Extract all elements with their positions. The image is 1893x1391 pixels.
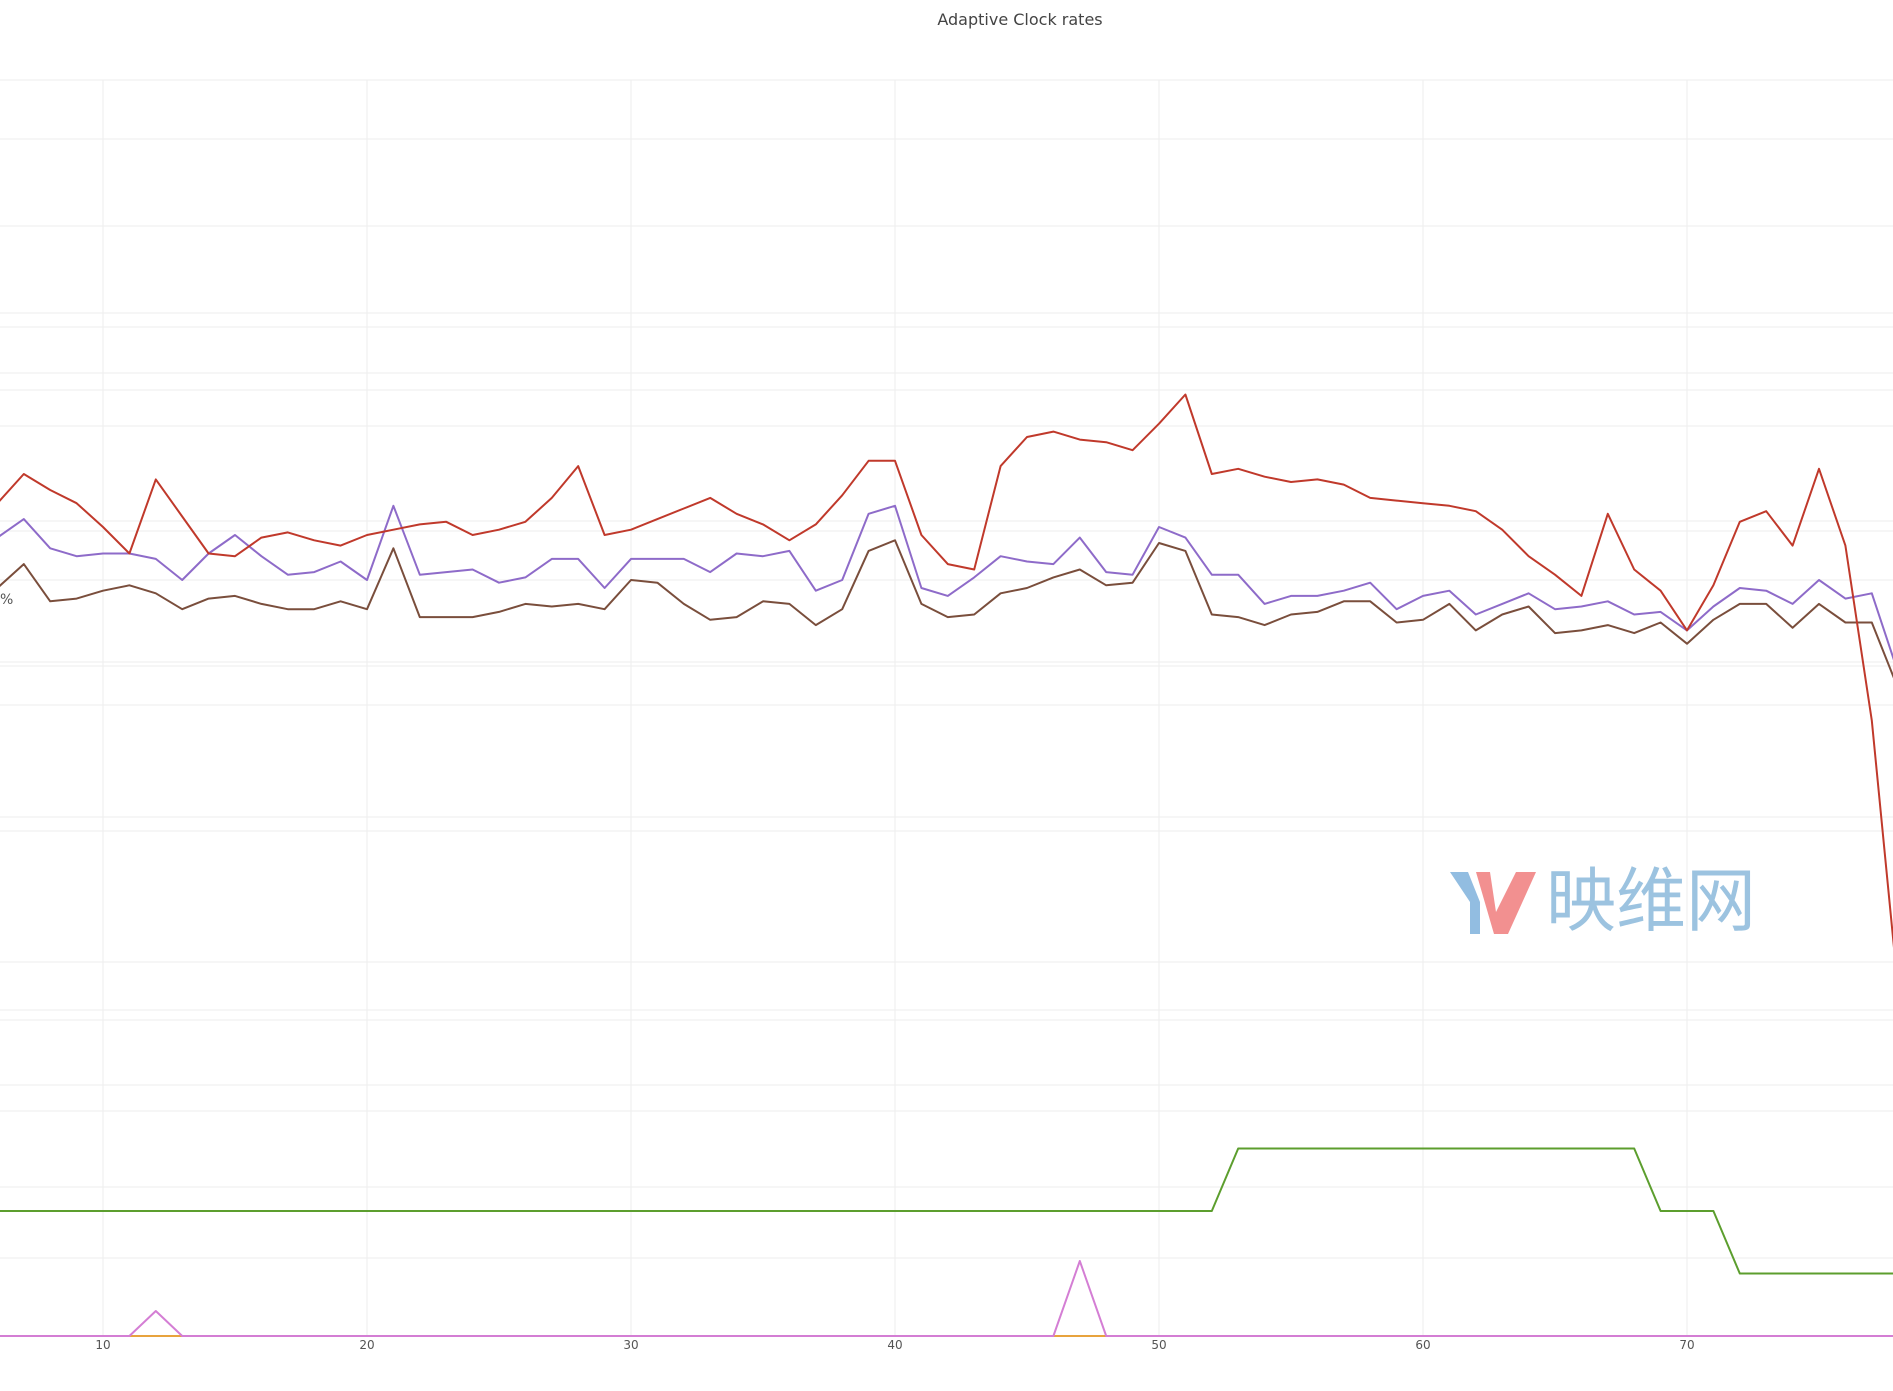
x-tick-label-70: 70	[1679, 1338, 1694, 1352]
lower-series-line-2	[0, 1260, 1893, 1337]
chart-title: Adaptive Clock rates	[937, 10, 1103, 29]
x-tick-label-60: 60	[1415, 1338, 1430, 1352]
watermark-text: 映维网	[1546, 860, 1756, 942]
watermark-logo	[1450, 872, 1536, 934]
upper-series-line-2	[0, 393, 1893, 948]
x-tick-label-20: 20	[359, 1338, 374, 1352]
edge-label: %	[0, 592, 14, 608]
x-tick-label-10: 10	[95, 1338, 110, 1352]
x-tick-label-50: 50	[1151, 1338, 1166, 1352]
x-tick-label-40: 40	[887, 1338, 902, 1352]
x-tick-label-30: 30	[623, 1338, 638, 1352]
lower-series-line-0	[0, 1147, 1893, 1275]
upper-series-line-1	[0, 504, 1893, 661]
upper-series-line-0	[0, 539, 1893, 679]
